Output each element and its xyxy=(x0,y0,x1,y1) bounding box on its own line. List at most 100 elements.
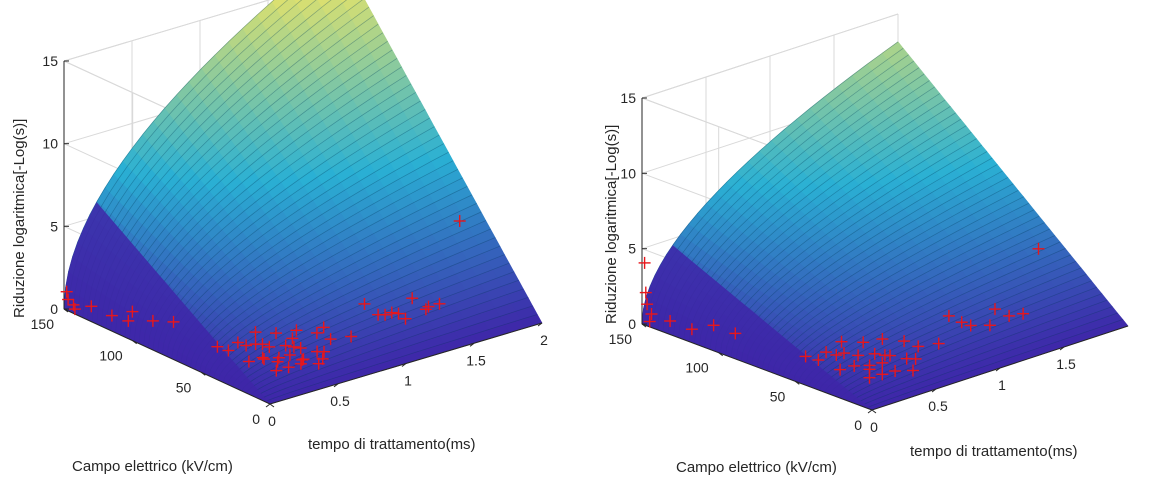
scatter-point xyxy=(884,349,896,362)
scatter-point xyxy=(231,336,244,349)
y-tick-label: 150 xyxy=(31,316,55,332)
surface-mesh-line xyxy=(808,248,1066,387)
y-tick-mark xyxy=(269,403,275,408)
scatter-point xyxy=(283,349,296,361)
surface-mesh-line xyxy=(835,280,1092,397)
y-tick-mark xyxy=(201,371,206,376)
scatter-point xyxy=(419,303,432,316)
surface-front-face xyxy=(64,202,270,404)
scatter-point xyxy=(287,340,300,353)
z-tick-label: 15 xyxy=(42,53,58,69)
scatter-point xyxy=(146,314,159,327)
z-tick-label: 5 xyxy=(628,241,636,257)
scatter-point xyxy=(122,314,135,327)
surface-mesh-line xyxy=(866,319,1123,409)
scatter-point xyxy=(62,293,75,306)
x-tick-mark xyxy=(867,409,873,414)
x-tick-label: 0.5 xyxy=(330,393,350,409)
scatter-point xyxy=(453,215,466,227)
x-tick-mark xyxy=(931,388,937,393)
scatter-point xyxy=(385,306,398,319)
surface-mesh-line xyxy=(218,228,491,381)
scatter-point xyxy=(242,355,255,368)
scatter-point xyxy=(358,297,371,310)
scatter-point xyxy=(270,327,282,340)
scatter-point xyxy=(297,353,310,366)
surface-mesh-line xyxy=(260,305,533,400)
y-tick-label: 0 xyxy=(252,411,260,427)
scatter-point xyxy=(638,256,651,269)
scatter-point xyxy=(932,337,945,350)
surface-mesh-line xyxy=(856,306,1113,405)
scatter-point xyxy=(868,347,881,360)
scatter-point xyxy=(835,335,848,348)
scatter-point xyxy=(848,359,861,372)
scatter-point xyxy=(707,319,720,332)
scatter-point xyxy=(263,340,276,353)
surface-mesh-line xyxy=(840,286,1097,399)
scatter-point xyxy=(240,339,253,352)
y-tick-mark xyxy=(871,409,877,414)
x-tick-label: 1 xyxy=(998,377,1006,393)
scatter-point xyxy=(406,292,419,305)
x-tick-label: 1.5 xyxy=(466,352,486,368)
scatter-point xyxy=(317,321,330,334)
scatter-point xyxy=(290,324,303,337)
scatter-point xyxy=(256,351,269,364)
x-tick-label: 0 xyxy=(870,419,878,435)
scatter-point xyxy=(392,307,405,320)
x-tick-label: 1 xyxy=(404,373,412,389)
scatter-point xyxy=(60,285,73,298)
scatter-point xyxy=(852,349,865,362)
scatter-point xyxy=(857,336,870,349)
scatter-point xyxy=(838,347,850,360)
scatter-point xyxy=(68,303,81,316)
surface-mesh-line xyxy=(241,271,515,392)
surface-mesh-line xyxy=(265,314,538,403)
y-axis-title: Campo elettrico (kV/cm) xyxy=(72,458,233,475)
scatter-point xyxy=(942,309,955,322)
y-tick-mark xyxy=(132,340,137,345)
box-edge xyxy=(63,0,271,62)
scatter-point xyxy=(907,364,919,377)
chart-left: 0 0.5 1 1.5 2 0 50 100 150 0 5 10 15 tempo di tratta… xyxy=(11,0,548,475)
z-tick-label: 5 xyxy=(50,218,58,234)
z-tick-label: 10 xyxy=(42,136,58,152)
scatter-point xyxy=(643,315,656,328)
z-axis-title: Riduzione logaritmica[-Log(s)] xyxy=(11,119,28,318)
surface-mesh-line xyxy=(232,254,505,387)
scatter-point xyxy=(876,368,889,381)
scatter-point xyxy=(282,361,295,374)
z-tick-label: 15 xyxy=(620,90,636,106)
scatter-point xyxy=(799,350,812,363)
x-tick-mark xyxy=(333,383,339,388)
scatter-point xyxy=(834,363,847,376)
scatter-point xyxy=(989,303,1001,316)
surface-mesh-line xyxy=(236,262,510,390)
scatter-point xyxy=(222,344,235,357)
surface-mesh-line xyxy=(861,312,1118,407)
x-axis-title: tempo di trattamento(ms) xyxy=(910,443,1078,460)
scatter-point xyxy=(641,298,654,311)
scatter-point xyxy=(812,354,825,366)
y-tick-label: 0 xyxy=(854,417,862,433)
surface-mesh-line xyxy=(227,245,501,385)
scatter-point xyxy=(422,300,435,313)
scatter-point xyxy=(85,300,98,313)
chart-right: 0 0.5 1 1.5 0 50 100 150 0 5 10 15 tempo di trattam… xyxy=(576,0,1152,477)
z-tick-label: 10 xyxy=(620,165,636,181)
scatter-point xyxy=(310,326,323,339)
scatter-point xyxy=(270,364,283,377)
z-tick-label: 0 xyxy=(50,301,58,317)
scatter-point xyxy=(898,335,911,348)
scatter-point xyxy=(983,319,996,332)
surface-mesh-line xyxy=(850,299,1108,403)
surface-patch xyxy=(294,0,303,5)
scatter-point xyxy=(126,305,139,318)
surface-mesh-line xyxy=(251,288,524,396)
x-tick-mark xyxy=(995,367,1001,372)
scatter-point xyxy=(249,338,262,351)
scatter-point xyxy=(294,342,307,354)
scatter-point xyxy=(211,340,224,353)
surface-mesh-line xyxy=(845,293,1103,401)
